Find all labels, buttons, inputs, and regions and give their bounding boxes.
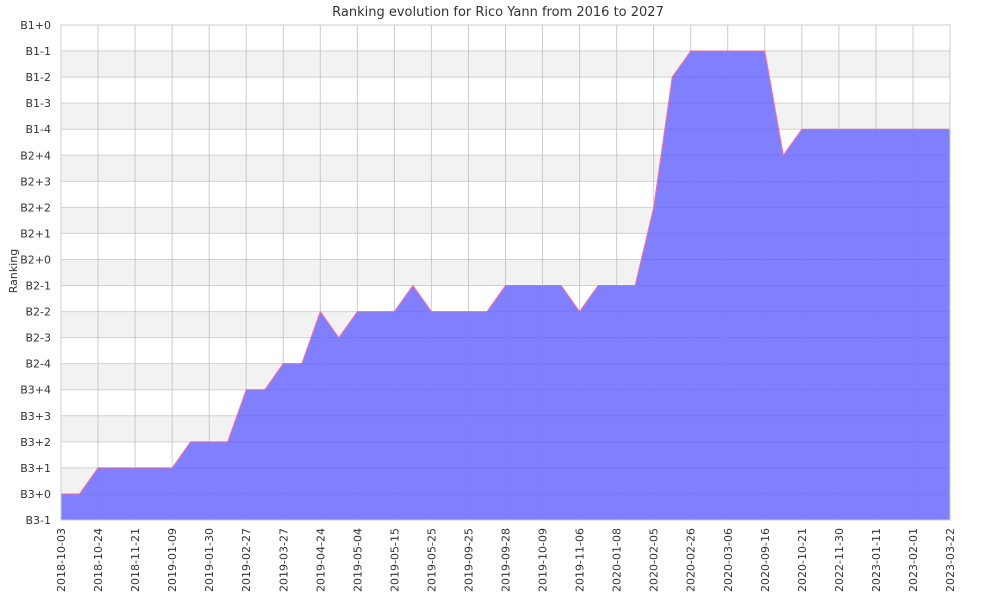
x-tick-label: 2019-05-25: [425, 528, 438, 592]
x-tick-label: 2019-02-27: [240, 528, 253, 592]
y-tick-label: B2-3: [25, 332, 51, 345]
x-tick-label: 2020-02-05: [648, 528, 661, 592]
y-tick-label: B2-4: [25, 358, 51, 371]
ranking-area: [61, 51, 950, 521]
x-tick-label: 2020-10-21: [796, 528, 809, 592]
y-tick-label: B2+2: [20, 201, 51, 214]
y-tick-label: B1-1: [25, 45, 51, 58]
x-tick-label: 2019-05-15: [388, 528, 401, 592]
x-tick-label: 2019-03-27: [277, 528, 290, 592]
x-tick-label: 2019-01-09: [166, 528, 179, 592]
y-tick-label: B3+2: [20, 436, 51, 449]
x-tick-label: 2019-11-06: [574, 528, 587, 592]
y-tick-label: B2+3: [20, 175, 51, 188]
x-tick-label: 2019-10-09: [537, 528, 550, 592]
x-tick-labels: 2018-10-03 2018-10-24 2018-11-21 2019-01-09…: [55, 528, 957, 592]
x-tick-label: 2020-03-06: [722, 528, 735, 592]
plot-area: [60, 24, 951, 521]
y-tick-label: B3-1: [25, 514, 51, 527]
y-tick-label: B1-3: [25, 97, 51, 110]
plot-frame: [60, 24, 951, 521]
y-tick-label: B2+4: [20, 149, 51, 162]
y-tick-label: B2+0: [20, 253, 51, 266]
x-tick-label: 2019-09-25: [462, 528, 475, 592]
x-tick-label: 2018-11-21: [129, 528, 142, 592]
ranking-line: [61, 50, 950, 495]
x-tick-label: 2023-02-01: [907, 528, 920, 592]
x-tick-label: 2019-05-04: [351, 528, 364, 592]
y-tick-label: B3+0: [20, 488, 51, 501]
x-tick-label: 2023-01-11: [870, 528, 883, 592]
x-tick-label: 2020-02-26: [685, 528, 698, 592]
chart-title: Ranking evolution for Rico Yann from 201…: [332, 5, 664, 20]
y-tick-labels: B3-1 B3+0 B3+1 B3+2 B3+3 B3+4 B2-4 B2-3 B2-2 B2-1…: [20, 19, 51, 527]
x-tick-label: 2018-10-03: [55, 528, 68, 592]
y-tick-label: B1-4: [25, 123, 51, 136]
x-tick-label: 2019-04-24: [314, 528, 327, 592]
y-tick-label: B2+1: [20, 227, 51, 240]
x-tick-label: 2019-01-30: [203, 528, 216, 592]
y-tick-label: B1+0: [20, 19, 51, 32]
x-tick-label: 2018-10-24: [92, 528, 105, 592]
x-tick-label: 2019-09-28: [500, 528, 513, 592]
y-tick-label: B1-2: [25, 71, 51, 84]
y-tick-label: B2-2: [25, 306, 51, 319]
y-axis-label: Ranking: [7, 249, 20, 294]
x-tick-label: 2020-09-16: [759, 528, 772, 592]
y-tick-label: B2-1: [25, 280, 51, 293]
x-tick-label: 2023-03-22: [944, 528, 957, 592]
x-tick-label: 2020-01-08: [611, 528, 624, 592]
y-tick-label: B3+4: [20, 384, 51, 397]
y-tick-label: B3+3: [20, 410, 51, 423]
x-tick-label: 2022-11-30: [833, 528, 846, 592]
y-tick-label: B3+1: [20, 462, 51, 475]
